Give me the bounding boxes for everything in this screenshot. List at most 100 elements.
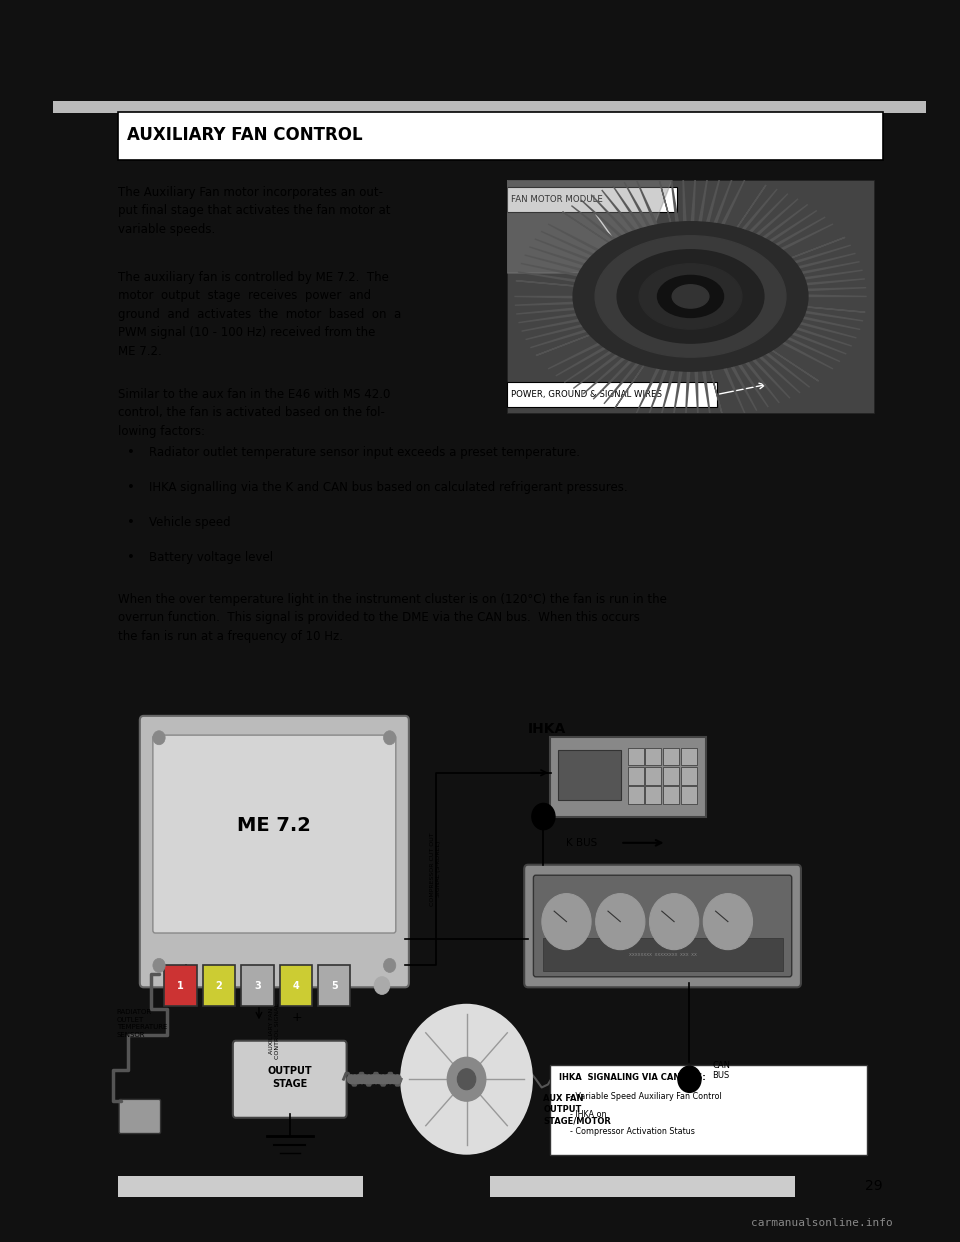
Circle shape — [595, 236, 786, 358]
Circle shape — [541, 893, 591, 950]
Text: CAN
BUS: CAN BUS — [712, 1061, 731, 1081]
Text: ME 7.2: ME 7.2 — [237, 816, 311, 835]
Circle shape — [532, 804, 555, 830]
FancyBboxPatch shape — [119, 1099, 160, 1134]
FancyBboxPatch shape — [663, 748, 679, 765]
Polygon shape — [515, 297, 690, 355]
Text: - Variable Speed Auxiliary Fan Control: - Variable Speed Auxiliary Fan Control — [570, 1092, 722, 1102]
Circle shape — [153, 959, 165, 972]
FancyBboxPatch shape — [645, 786, 661, 804]
Bar — [507, 180, 874, 414]
Text: IHKA: IHKA — [528, 722, 566, 737]
FancyBboxPatch shape — [681, 786, 697, 804]
Text: Battery voltage level: Battery voltage level — [149, 551, 273, 564]
Polygon shape — [563, 179, 690, 297]
Text: - IHKA on: - IHKA on — [570, 1110, 607, 1119]
FancyBboxPatch shape — [140, 715, 409, 987]
FancyBboxPatch shape — [628, 748, 644, 765]
FancyBboxPatch shape — [681, 768, 697, 785]
FancyBboxPatch shape — [645, 748, 661, 765]
Text: Similar to the aux fan in the E46 with MS 42.0
control, the fan is activated bas: Similar to the aux fan in the E46 with M… — [118, 388, 391, 437]
FancyBboxPatch shape — [534, 876, 792, 976]
Circle shape — [372, 1074, 380, 1083]
Polygon shape — [658, 173, 745, 297]
Bar — [53, 102, 926, 113]
Text: •: • — [127, 515, 135, 529]
Text: •: • — [127, 446, 135, 458]
Text: POWER, GROUND & SIGNAL WIRES: POWER, GROUND & SIGNAL WIRES — [512, 390, 662, 399]
Circle shape — [704, 893, 753, 950]
Text: •: • — [127, 551, 135, 564]
Text: COMPRESSOR CUT OUT
SIGNAL (S-KOREL): COMPRESSOR CUT OUT SIGNAL (S-KOREL) — [430, 832, 442, 905]
Circle shape — [379, 1074, 387, 1083]
Text: AUX FAN
OUTPUT
STAGE/MOTOR: AUX FAN OUTPUT STAGE/MOTOR — [543, 1094, 612, 1125]
Circle shape — [678, 1066, 701, 1093]
Bar — [490, 1175, 795, 1196]
Polygon shape — [690, 237, 867, 297]
Text: 29: 29 — [865, 1179, 882, 1194]
FancyBboxPatch shape — [663, 768, 679, 785]
Circle shape — [153, 730, 165, 745]
Polygon shape — [516, 224, 690, 297]
Polygon shape — [690, 185, 833, 297]
Circle shape — [365, 1074, 372, 1083]
Circle shape — [672, 284, 708, 308]
Polygon shape — [636, 297, 723, 420]
Text: Vehicle speed: Vehicle speed — [149, 515, 230, 529]
Text: OUTPUT
STAGE: OUTPUT STAGE — [268, 1067, 312, 1089]
Circle shape — [358, 1074, 366, 1083]
Circle shape — [383, 959, 396, 972]
Circle shape — [401, 1005, 532, 1154]
Text: - Compressor Activation Status: - Compressor Activation Status — [570, 1128, 695, 1136]
FancyBboxPatch shape — [628, 768, 644, 785]
Circle shape — [369, 1074, 376, 1083]
Bar — [118, 1175, 363, 1196]
Text: 2: 2 — [216, 980, 223, 991]
Text: The auxiliary fan is controlled by ME 7.2.  The
motor  output  stage  receives  : The auxiliary fan is controlled by ME 7.… — [118, 271, 401, 358]
FancyBboxPatch shape — [628, 786, 644, 804]
Text: carmanualsonline.info: carmanualsonline.info — [751, 1218, 893, 1228]
Circle shape — [387, 1074, 395, 1083]
Polygon shape — [690, 297, 865, 369]
Circle shape — [457, 1068, 476, 1089]
Circle shape — [383, 730, 396, 745]
FancyBboxPatch shape — [558, 750, 621, 800]
FancyBboxPatch shape — [550, 1066, 867, 1155]
FancyBboxPatch shape — [203, 965, 235, 1006]
Circle shape — [351, 1074, 359, 1083]
Polygon shape — [690, 297, 819, 414]
Circle shape — [596, 893, 645, 950]
Bar — [507, 186, 678, 212]
FancyBboxPatch shape — [241, 965, 274, 1006]
Text: 5: 5 — [331, 980, 338, 991]
Circle shape — [573, 222, 808, 371]
Text: AUXILIARY FAN CONTROL: AUXILIARY FAN CONTROL — [127, 127, 363, 144]
Circle shape — [394, 1074, 401, 1083]
Text: RADIATOR
OUTLET
TEMPERATURE
SENSOR: RADIATOR OUTLET TEMPERATURE SENSOR — [117, 1010, 167, 1037]
Text: FAN MOTOR MODULE: FAN MOTOR MODULE — [512, 195, 603, 204]
Circle shape — [447, 1057, 486, 1102]
Bar — [118, 112, 883, 160]
FancyBboxPatch shape — [164, 965, 197, 1006]
Circle shape — [362, 1074, 370, 1083]
Circle shape — [374, 976, 390, 995]
FancyBboxPatch shape — [645, 768, 661, 785]
Text: 1: 1 — [178, 980, 184, 991]
Circle shape — [390, 1074, 397, 1083]
Circle shape — [658, 276, 724, 318]
FancyBboxPatch shape — [279, 965, 312, 1006]
Text: +: + — [292, 1011, 302, 1025]
Text: The Auxiliary Fan motor incorporates an out-
put final stage that activates the : The Auxiliary Fan motor incorporates an … — [118, 185, 391, 236]
Text: •: • — [127, 481, 135, 494]
FancyBboxPatch shape — [153, 735, 396, 933]
FancyBboxPatch shape — [233, 1041, 347, 1118]
Polygon shape — [507, 180, 672, 273]
Circle shape — [375, 1074, 383, 1083]
FancyBboxPatch shape — [318, 965, 350, 1006]
Text: When the over temperature light in the instrument cluster is on (120°C) the fan : When the over temperature light in the i… — [118, 592, 667, 643]
Circle shape — [617, 250, 764, 343]
Text: IHKA  SIGNALING VIA CAN BUS:: IHKA SIGNALING VIA CAN BUS: — [559, 1073, 706, 1082]
Circle shape — [383, 1074, 391, 1083]
Text: XXXXXXXX  XXXXXXXX  XXX  XX: XXXXXXXX XXXXXXXX XXX XX — [629, 953, 697, 956]
FancyBboxPatch shape — [524, 864, 801, 987]
